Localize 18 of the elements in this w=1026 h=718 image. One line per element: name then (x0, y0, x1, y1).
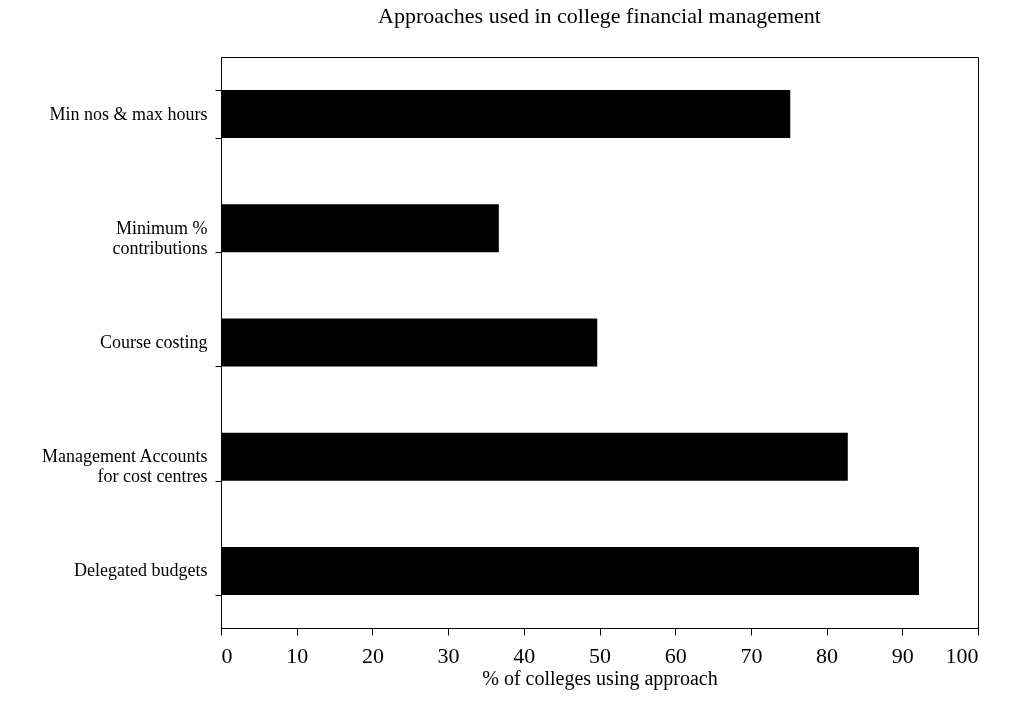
y-tick-label: Minimum % contributions (112, 217, 208, 258)
x-tick-label: 100 (945, 642, 979, 668)
x-tick-label: 50 (589, 642, 611, 668)
x-tick-label: 0 (221, 642, 233, 668)
x-tick-label: 10 (286, 642, 309, 668)
x-tick-label: 30 (437, 642, 460, 668)
y-tick-label: Course costing (100, 332, 208, 352)
x-tick-label: 20 (361, 642, 384, 668)
x-tick-label: 90 (891, 642, 914, 668)
y-tick-label: Management Accounts for cost centres (42, 446, 208, 487)
x-tick-label: 80 (816, 642, 839, 668)
x-tick-label: 70 (740, 642, 763, 668)
y-tick-label: Delegated budgets (74, 560, 208, 581)
x-tick-label: 60 (664, 642, 687, 668)
chart-title: Approaches used in college financial management (378, 3, 821, 28)
x-axis-title: % of colleges using approach (482, 666, 718, 690)
x-tick-label: 40 (513, 642, 536, 668)
y-tick-label: Min nos & max hours (49, 103, 208, 124)
